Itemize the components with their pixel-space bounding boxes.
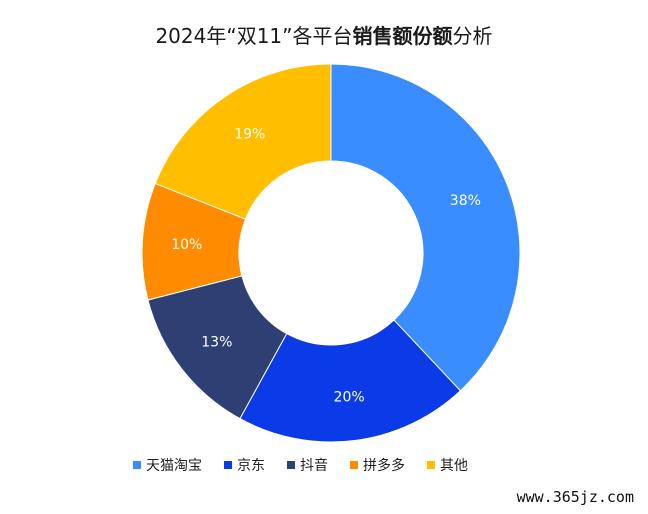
slice-data-label-1: 20% xyxy=(334,389,365,405)
legend-item-other[interactable]: 其他 xyxy=(427,455,468,475)
donut-slice-0[interactable] xyxy=(330,63,521,392)
legend-label: 拼多多 xyxy=(363,458,405,474)
slice-data-label-2: 13% xyxy=(201,335,232,351)
legend: 天猫淘宝 京东 抖音 拼多多 其他 xyxy=(133,455,490,475)
slice-data-label-3: 10% xyxy=(171,237,202,253)
chart-title-bold: 销售额份额 xyxy=(352,24,453,48)
legend-label: 其他 xyxy=(440,458,468,474)
chart-title: 2024年“双11”各平台销售额份额分析 xyxy=(0,20,648,49)
legend-swatch xyxy=(287,461,295,469)
legend-label: 天猫淘宝 xyxy=(146,458,202,474)
legend-label: 抖音 xyxy=(300,458,328,474)
slice-data-label-0: 38% xyxy=(450,193,481,209)
chart-title-suffix: 分析 xyxy=(452,24,493,48)
slice-data-label-4: 19% xyxy=(234,126,265,142)
donut-slice-4[interactable] xyxy=(154,63,332,220)
legend-swatch xyxy=(427,461,435,469)
donut-slice-1[interactable] xyxy=(239,319,462,443)
legend-swatch xyxy=(133,461,141,469)
chart-title-prefix: 2024年“双11”各平台 xyxy=(155,24,353,48)
legend-item-pinduoduo[interactable]: 拼多多 xyxy=(350,455,405,475)
legend-label: 京东 xyxy=(237,458,265,474)
legend-swatch xyxy=(224,461,232,469)
legend-item-jd[interactable]: 京东 xyxy=(224,455,265,475)
legend-item-douyin[interactable]: 抖音 xyxy=(287,455,328,475)
legend-swatch xyxy=(350,461,358,469)
legend-item-tmall[interactable]: 天猫淘宝 xyxy=(133,455,202,475)
watermark-text: www.365jz.com xyxy=(516,488,634,506)
